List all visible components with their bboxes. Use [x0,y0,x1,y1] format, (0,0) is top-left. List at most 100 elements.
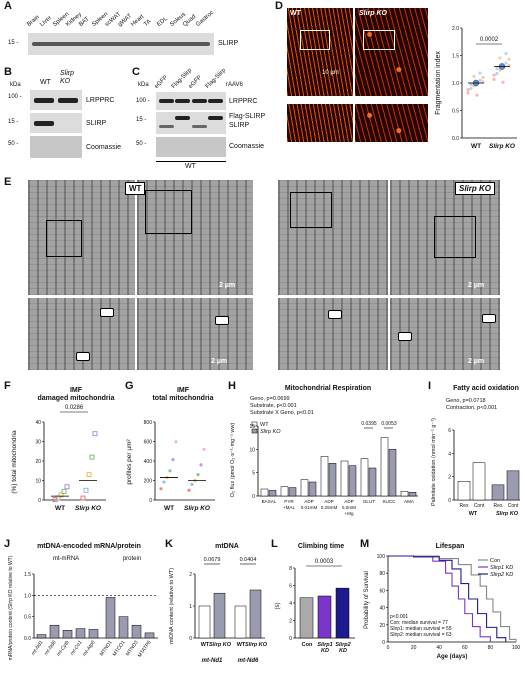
data-point [501,80,505,84]
em-image: 2 µm [137,180,253,295]
y-axis-label: Fragmentation index [435,51,442,115]
legend-label: Slirp1 KD [490,565,513,571]
y-tick-label: 0 [252,494,255,500]
y-tick-label: 10 [35,479,41,485]
kda-marker: 100 - [8,94,22,100]
survival-curve [388,555,507,642]
x-tick-label: +MAL [283,505,296,510]
legend-label: Con [490,558,500,564]
data-point [495,67,499,71]
panel-letter: I [428,380,432,392]
y-tick-label: 10 [249,447,255,453]
x-tick-label: WT [164,505,174,512]
x-tick-label: Slirp2 [335,642,350,648]
stat-label: Substrate, p<0.001 [250,403,297,409]
kda-marker: 15 - [136,117,147,123]
y-tick-label: 8 [289,566,292,572]
x-tick-label: Slirp KO [245,642,268,648]
y-tick-label: 1 [189,604,192,610]
kda-label: kDa [10,82,21,88]
coomassie-stain [30,136,82,158]
bar [280,486,289,497]
y-tick-label: 2 [448,475,451,481]
y-tick-label: 0 [149,498,152,504]
group-label: Slirp KO [496,511,519,517]
stat-label: Geno, p=0.0718 [446,398,486,404]
bar [400,491,409,497]
y-tick-label: 1.0 [24,593,31,599]
legend-swatch [251,428,258,434]
data-point [92,431,98,437]
data-point [475,93,479,97]
row-label: SLIRP [229,122,250,129]
coomassie-stain [156,137,226,157]
kda-marker: 100 - [136,98,150,104]
y-tick-label: 80 [379,571,385,577]
bar [234,605,247,639]
x-tick-label: 60 [462,645,468,651]
stat-label: Substrate X Geno, p<0.01 [250,410,314,416]
p-value: 0.0404 [240,557,257,563]
panel-letter: C [132,66,140,78]
y-tick-label: 200 [144,479,153,485]
y-tick-label: 40 [35,420,41,426]
y-tick-label: 2 [289,619,292,625]
data-point [202,447,206,451]
data-point [504,52,508,56]
bar [472,462,486,501]
panel-letter: E [4,176,12,188]
data-point [481,75,485,80]
y-tick-label: 0 [382,640,385,646]
bar [249,589,262,639]
vector-label: rAAV6 [226,82,243,88]
bar [105,597,116,639]
stat-label: Slirp2: median survival = 63 [390,632,452,638]
data-point [492,73,496,77]
stat-label: Slirp1: median survival = 55 [390,626,452,632]
mtdna-encoded-chart: mtDNA-encoded mRNA/protein mt-mRNA protein… [8,543,158,660]
y-axis-label: mtDNA content (relative to WT) [169,568,175,644]
bar [260,488,269,497]
y-tick-label: 400 [144,459,153,465]
x-tick-label: AMA [404,499,415,504]
legend-label: Slirp2 KD [490,572,513,578]
group-label: protein [123,556,141,562]
data-point [507,63,511,67]
group-label: mt-Nd6 [238,658,259,664]
panel-letter: L [271,538,278,550]
x-tick-label: Res [494,503,503,509]
p-value: 0.0286 [65,405,84,411]
scale-bar-label: 2 µm [468,282,485,289]
y-axis-label: O₂ flux (pmol O₂·s⁻¹·mg⁻¹ ww) [230,423,236,498]
y-tick-label: 1.5 [452,54,459,60]
legend-label: Slirp KO [260,429,281,435]
bar [335,587,350,639]
bar [388,449,397,497]
chart-title: mtDNA [215,543,239,550]
y-tick-label: 30 [35,440,41,446]
chart-subtitle: damaged mitochondria [37,395,114,402]
stat-label: p<0.001 [390,614,408,620]
x-tick-label: ADP [304,499,313,504]
survival-curve [388,555,517,642]
data-point [61,488,67,494]
x-tick-label: WT [471,143,481,150]
data-point [469,86,473,91]
chart-title: IMF [177,387,190,394]
x-tick-label: WT [55,505,65,512]
x-tick-label: Slirp KO [489,143,515,150]
x-tick-label: WT [237,642,246,648]
bar [300,479,309,497]
y-axis-label: Probability of Survival [364,571,370,629]
x-tick-label: WT [201,642,210,648]
y-axis-label: profiles per µm² [126,439,133,485]
y-tick-label: 0.0 [24,636,31,642]
bar [144,632,155,639]
lane-label: eGFP [187,74,204,90]
genotype-label: Slirp KO [455,182,496,195]
panel-letter: J [4,538,11,550]
x-tick-label: 5.0mM [342,505,356,510]
x-tick-label: 100 [512,645,521,651]
y-axis-label: mRNA/protein content (Slirp KO relative … [8,555,14,660]
